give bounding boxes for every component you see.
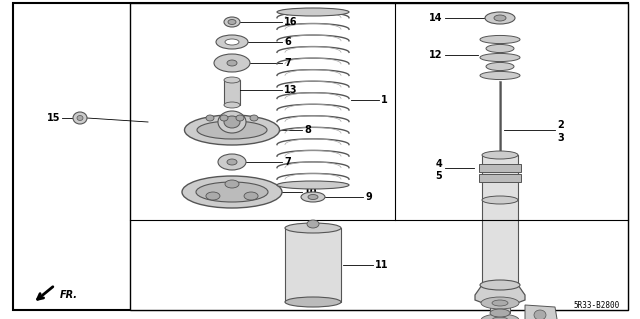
Ellipse shape [494, 15, 506, 21]
Ellipse shape [244, 192, 258, 200]
Ellipse shape [224, 102, 240, 108]
Bar [490, 300, 510, 313]
Ellipse shape [216, 35, 248, 49]
Ellipse shape [220, 115, 228, 121]
Text: 5: 5 [435, 171, 442, 181]
Ellipse shape [490, 309, 510, 317]
Ellipse shape [206, 115, 214, 121]
Ellipse shape [77, 115, 83, 121]
Ellipse shape [73, 112, 87, 124]
Ellipse shape [225, 39, 239, 45]
Ellipse shape [486, 44, 514, 53]
Text: 5R33-B2800: 5R33-B2800 [573, 300, 620, 309]
Ellipse shape [481, 314, 519, 319]
Ellipse shape [227, 159, 237, 165]
Text: 16: 16 [284, 17, 298, 27]
Bar [479, 164, 521, 172]
Text: 13: 13 [284, 85, 298, 95]
Ellipse shape [307, 220, 319, 228]
Ellipse shape [285, 223, 341, 233]
Ellipse shape [196, 182, 268, 202]
Ellipse shape [228, 19, 236, 25]
Ellipse shape [214, 54, 250, 72]
Ellipse shape [482, 151, 518, 159]
Ellipse shape [480, 280, 520, 290]
Bar [482, 155, 518, 200]
Text: 15: 15 [47, 113, 60, 123]
Text: 1: 1 [381, 95, 388, 105]
Text: FR.: FR. [60, 290, 78, 300]
Ellipse shape [481, 297, 519, 309]
Ellipse shape [227, 60, 237, 66]
Text: 11: 11 [375, 260, 388, 270]
Ellipse shape [480, 54, 520, 62]
Text: 7: 7 [284, 58, 291, 68]
Bar [479, 174, 521, 182]
Ellipse shape [206, 192, 220, 200]
Ellipse shape [224, 116, 240, 128]
Ellipse shape [486, 63, 514, 70]
Ellipse shape [225, 180, 239, 188]
Ellipse shape [236, 115, 244, 121]
Ellipse shape [492, 300, 508, 306]
Bar [130, 3, 628, 310]
Ellipse shape [218, 154, 246, 170]
Ellipse shape [197, 121, 267, 139]
Ellipse shape [224, 77, 240, 83]
Text: 12: 12 [429, 50, 442, 60]
Bar [224, 80, 240, 105]
Bar [482, 200, 518, 285]
Bar [285, 228, 341, 302]
Text: 2: 2 [557, 120, 564, 130]
Ellipse shape [182, 176, 282, 208]
Ellipse shape [492, 317, 508, 319]
Text: 3: 3 [557, 133, 564, 143]
Ellipse shape [250, 115, 258, 121]
Text: 14: 14 [429, 13, 442, 23]
Ellipse shape [277, 8, 349, 16]
Ellipse shape [482, 196, 518, 204]
Ellipse shape [224, 17, 240, 27]
Ellipse shape [285, 297, 341, 307]
Ellipse shape [480, 35, 520, 44]
Text: 4: 4 [435, 159, 442, 169]
Text: 7: 7 [284, 157, 291, 167]
Text: 9: 9 [365, 192, 372, 202]
Ellipse shape [308, 195, 318, 199]
Ellipse shape [184, 115, 280, 145]
Polygon shape [525, 305, 558, 319]
Text: 8: 8 [304, 125, 311, 135]
Text: 10: 10 [304, 187, 317, 197]
Text: 6: 6 [284, 37, 291, 47]
Ellipse shape [480, 71, 520, 79]
Polygon shape [475, 285, 525, 305]
Ellipse shape [301, 192, 325, 202]
Ellipse shape [534, 310, 546, 319]
Ellipse shape [485, 12, 515, 24]
Ellipse shape [218, 111, 246, 133]
Ellipse shape [277, 181, 349, 189]
